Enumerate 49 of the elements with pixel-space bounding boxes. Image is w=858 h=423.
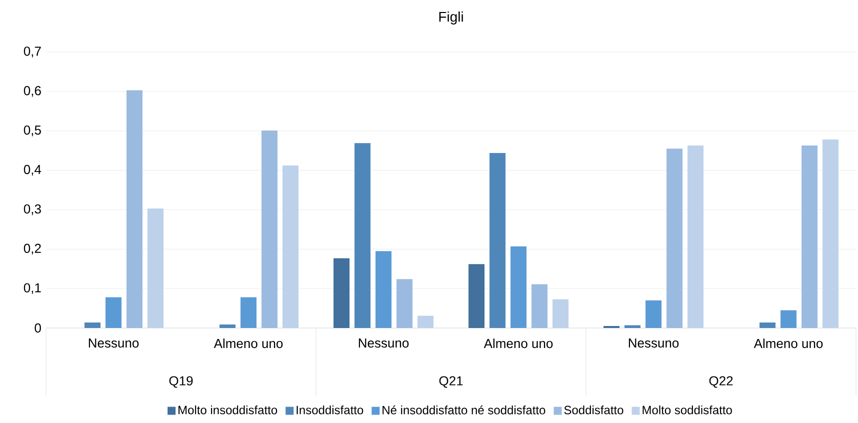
bar [802,145,818,328]
bar [240,297,257,328]
bar [490,152,506,328]
bar [106,297,122,328]
legend-label: Soddisfatto [564,405,624,414]
y-tick-label: 0,3 [24,204,41,216]
legend-label: Né insoddisfatto né soddisfatto [382,405,546,414]
bar [646,300,662,328]
x-tick-label: Almeno uno [214,338,283,348]
legend-label: Insoddisfatto [296,405,364,414]
text: Q19 [169,376,193,388]
bar [282,166,299,328]
y-tick-label: 0,2 [24,244,41,255]
bar [396,279,413,328]
y-tick-label: 0 [34,323,41,333]
x-tick-label: Almeno uno [754,338,823,348]
bar [220,324,236,328]
bar [354,143,371,328]
y-tick-label: 0,5 [24,125,41,136]
chart-title: Figli [439,11,463,25]
bar [262,130,278,328]
text: Q21 [439,376,463,388]
legend-label: Molto insoddisfatto [178,405,278,414]
y-tick-label: 0,7 [24,46,41,58]
y-tick-label: 0,4 [24,164,42,176]
bar [552,299,569,328]
bar [822,140,839,328]
bar [760,322,776,328]
bar [84,322,101,328]
bar [376,251,392,328]
legend-label: Molto soddisfatto [642,405,732,414]
bar [666,148,683,328]
y-tick-label: 0,1 [24,283,41,294]
bar [510,246,527,328]
x-tick-label: Nessuno [358,338,409,348]
text: Q22 [709,376,733,388]
bar [334,258,350,328]
x-tick-label: Nessuno [88,338,139,348]
bar [624,325,641,328]
bar [688,145,704,328]
x-tick-label: Almeno uno [484,338,553,348]
bar [418,316,434,328]
y-tick-label: 0,6 [24,86,41,97]
bar [126,90,143,328]
bar [148,208,164,328]
bar [780,310,797,328]
x-tick-label: Nessuno [628,338,679,348]
bar [468,264,485,328]
bar [532,284,548,328]
